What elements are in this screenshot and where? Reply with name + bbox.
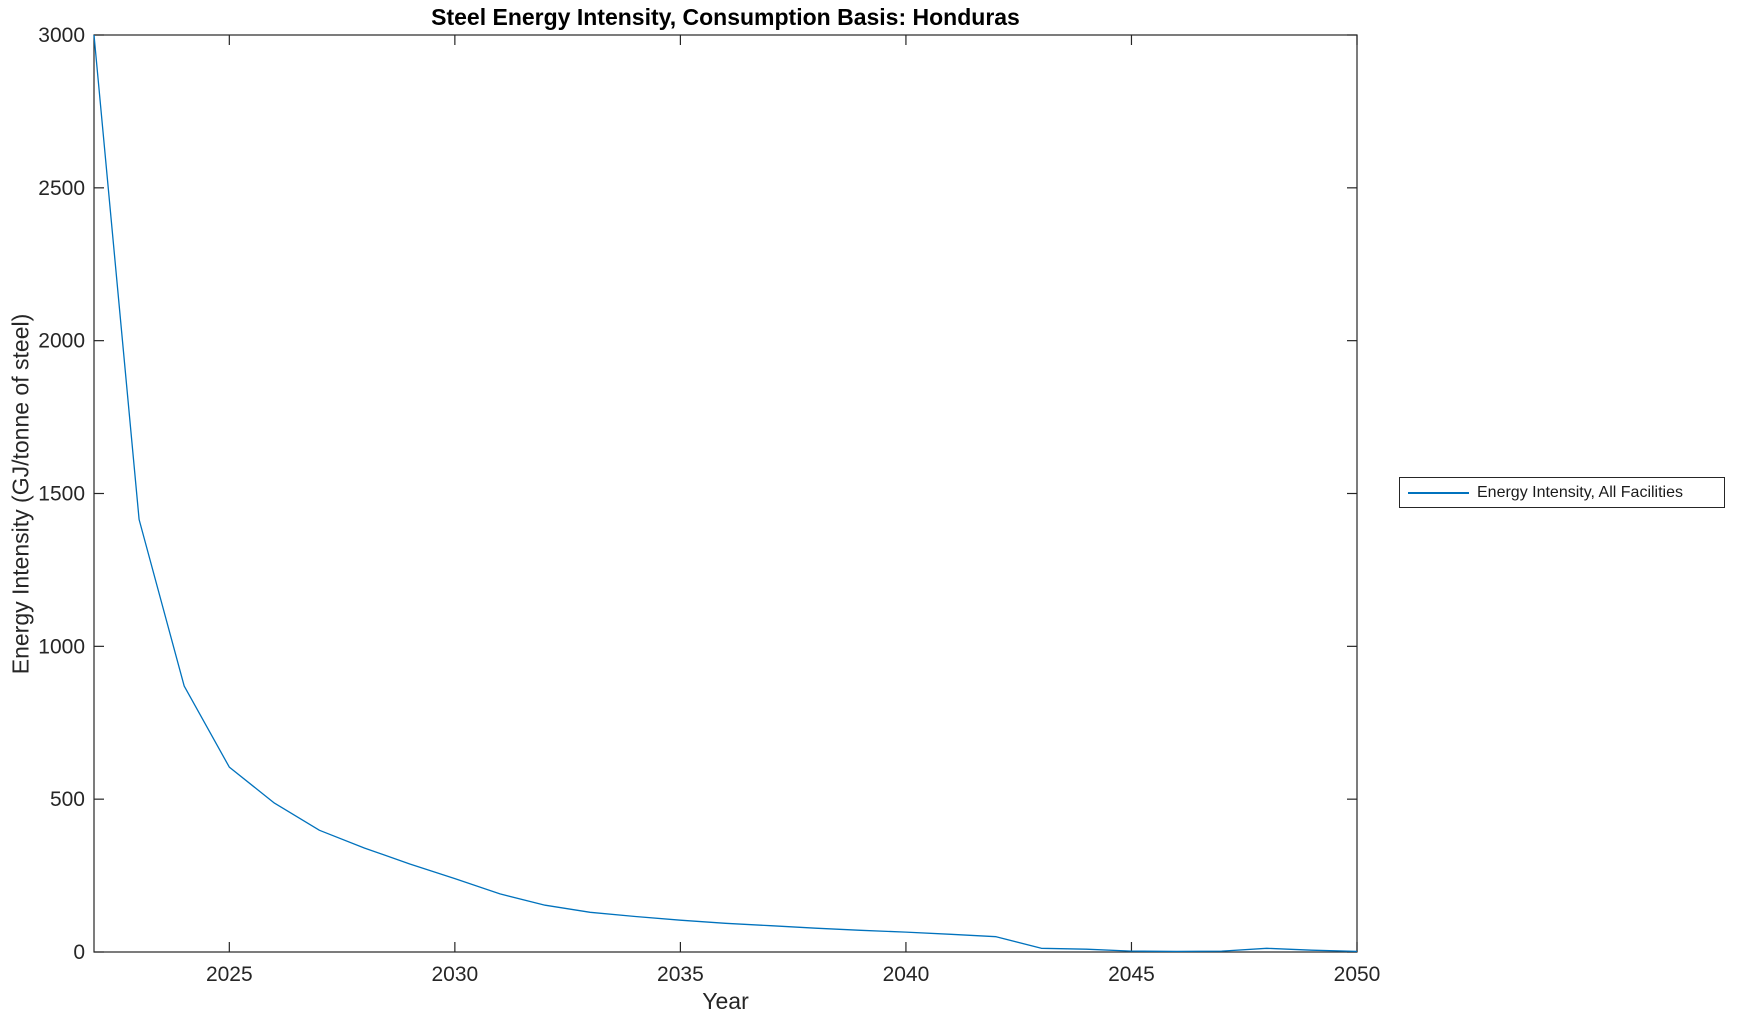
legend-line-sample <box>1408 491 1469 494</box>
x-tick-label: 2030 <box>431 963 478 986</box>
x-tick-label: 2050 <box>1334 963 1381 986</box>
legend-label: Energy Intensity, All Facilities <box>1477 483 1684 501</box>
y-tick-label: 2000 <box>38 330 85 353</box>
y-tick-label: 0 <box>73 941 85 964</box>
y-tick-label: 1000 <box>38 635 85 658</box>
x-tick-label: 2040 <box>883 963 930 986</box>
y-tick-label: 500 <box>50 788 85 811</box>
chart-title: Steel Energy Intensity, Consumption Basi… <box>431 4 1020 30</box>
x-tick-label: 2035 <box>657 963 704 986</box>
x-tick-label: 2045 <box>1108 963 1155 986</box>
x-tick-label: 2025 <box>206 963 253 986</box>
data-line <box>93 34 1358 953</box>
axes-box <box>93 34 1358 953</box>
y-tick-label: 2500 <box>38 177 85 200</box>
y-tick-label: 3000 <box>38 24 85 47</box>
y-tick-label: 1500 <box>38 483 85 506</box>
legend: Energy Intensity, All Facilities <box>1399 477 1725 508</box>
x-axis-label: Year <box>702 988 749 1014</box>
